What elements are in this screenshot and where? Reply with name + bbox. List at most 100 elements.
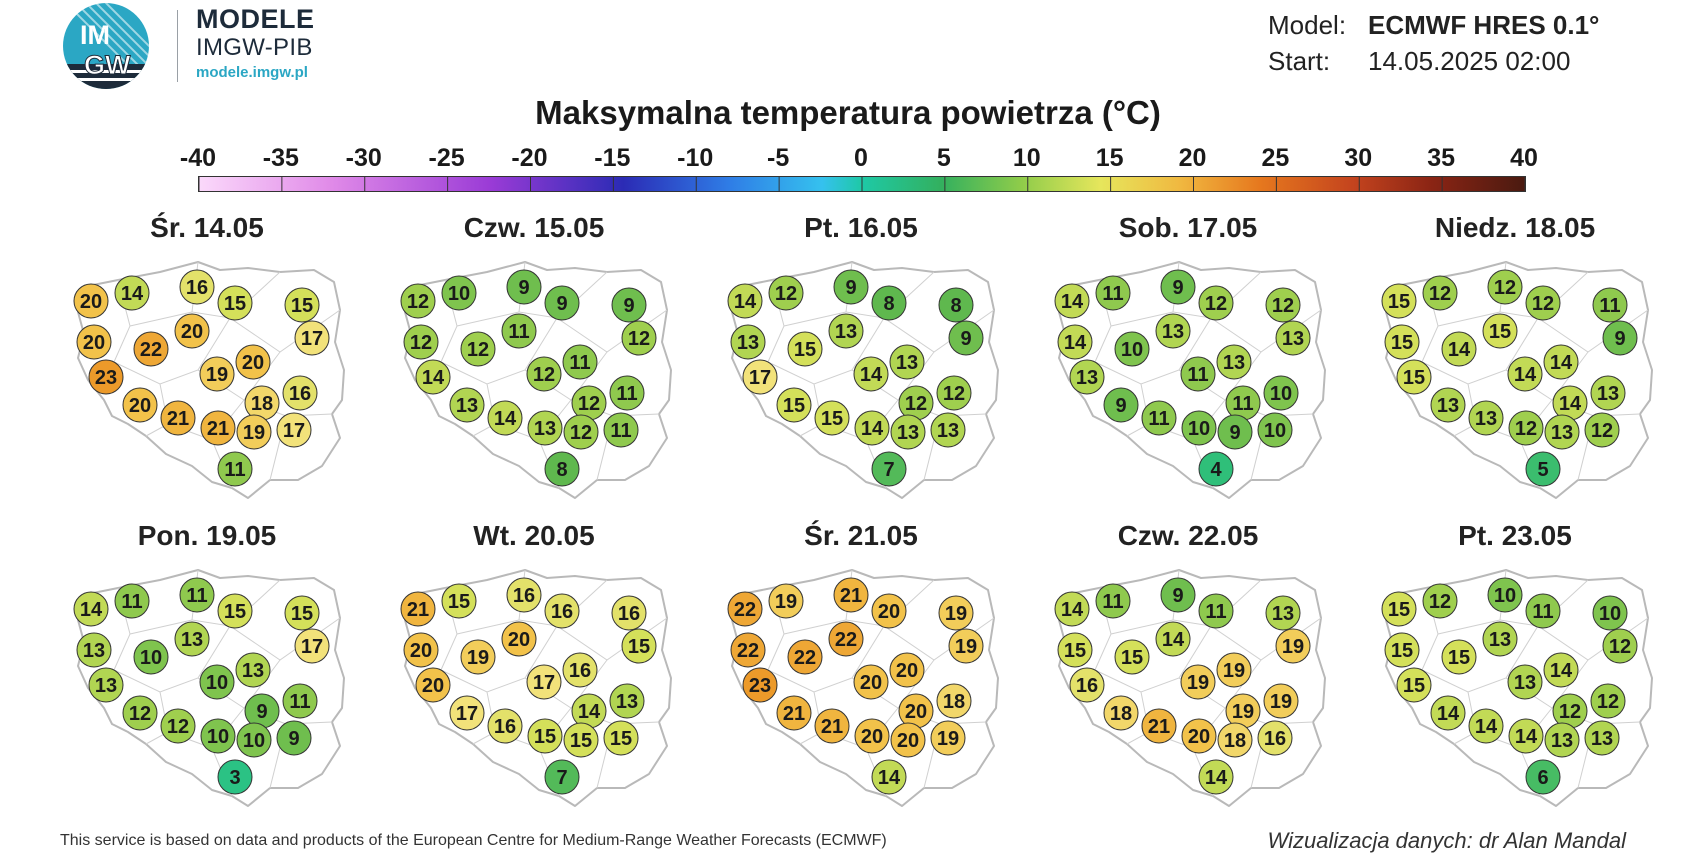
temperature-value: 20 — [129, 395, 151, 417]
temperature-circle — [889, 344, 925, 380]
station-marker: 23 — [88, 359, 124, 395]
temperature-circle — [282, 375, 318, 411]
station-marker: 12 — [400, 283, 436, 319]
temperature-circle — [544, 759, 580, 795]
temperature-value: 21 — [1148, 716, 1170, 738]
temperature-circle — [487, 708, 523, 744]
temperature-value: 15 — [291, 603, 313, 625]
temperature-value: 12 — [905, 393, 927, 415]
station-marker: 14 — [114, 275, 150, 311]
station-marker: 15 — [776, 387, 812, 423]
temperature-circle — [742, 359, 778, 395]
temperature-circle — [1216, 652, 1252, 688]
temperature-value: 11 — [121, 591, 142, 613]
temperature-value: 6 — [1537, 767, 1548, 789]
temperature-circle — [853, 664, 889, 700]
station-marker: 12 — [936, 375, 972, 411]
temperature-circle — [1430, 387, 1466, 423]
temperature-value: 12 — [775, 283, 797, 305]
temperature-value: 14 — [1437, 703, 1460, 725]
temperature-value: 9 — [1229, 422, 1240, 444]
temperature-value: 12 — [1559, 701, 1581, 723]
temperature-circle — [1508, 410, 1544, 446]
station-marker: 21 — [200, 410, 236, 446]
temperature-circle — [1584, 412, 1620, 448]
temperature-circle — [1198, 451, 1234, 487]
station-marker: 10 — [236, 722, 272, 758]
temperature-value: 13 — [1597, 383, 1619, 405]
station-marker: 19 — [199, 356, 235, 392]
temperature-value: 11 — [616, 383, 637, 405]
station-marker: 21 — [833, 577, 869, 613]
temperature-value: 15 — [1489, 321, 1511, 343]
temperature-value: 20 — [242, 352, 264, 374]
temperature-circle — [1217, 414, 1253, 450]
day-title: Sob. 17.05 — [1118, 212, 1258, 243]
station-marker: 23 — [742, 667, 778, 703]
station-marker: 14 — [853, 356, 889, 392]
temperature-value: 15 — [570, 730, 592, 752]
temperature-circle — [1544, 722, 1580, 758]
brand-subtitle: IMGW-PIB — [196, 34, 313, 61]
temperature-value: 10 — [1270, 383, 1292, 405]
temperature-value: 13 — [1162, 321, 1184, 343]
temperature-circle — [787, 331, 823, 367]
temperature-value: 14 — [1550, 660, 1573, 682]
temperature-circle — [853, 356, 889, 392]
station-marker: 15 — [1384, 632, 1420, 668]
station-marker: 14 — [1543, 344, 1579, 380]
temperature-circle — [199, 664, 235, 700]
temperature-circle — [871, 285, 907, 321]
temperature-circle — [460, 331, 496, 367]
temperature-circle — [415, 667, 451, 703]
temperature-circle — [1468, 708, 1504, 744]
temperature-circle — [828, 313, 864, 349]
temperature-circle — [1265, 595, 1301, 631]
temperature-value: 12 — [1272, 295, 1294, 317]
station-marker: 20 — [890, 722, 926, 758]
station-marker: 13 — [1590, 375, 1626, 411]
temperature-circle — [889, 652, 925, 688]
temperature-value: 15 — [1388, 599, 1410, 621]
temperature-value: 14 — [1205, 767, 1228, 789]
colorbar-label: -15 — [594, 144, 631, 172]
temperature-value: 15 — [821, 408, 843, 430]
station-marker: 12 — [122, 695, 158, 731]
colorbar-label: 40 — [1510, 144, 1538, 172]
station-marker: 20 — [854, 718, 890, 754]
station-marker: 12 — [1525, 285, 1561, 321]
colorbar-label: -40 — [179, 144, 217, 172]
station-marker: 22 — [730, 632, 766, 668]
temperature-value: 11 — [289, 691, 310, 713]
temperature-circle — [1103, 695, 1139, 731]
colorbar-label: -35 — [262, 144, 299, 172]
temperature-value: 11 — [508, 321, 529, 343]
temperature-circle — [88, 359, 124, 395]
temperature-circle — [930, 720, 966, 756]
temperature-circle — [1103, 387, 1139, 423]
day-title: Pon. 19.05 — [137, 520, 277, 551]
logo-text-bottom: GW — [84, 50, 131, 80]
temperature-circle — [217, 593, 253, 629]
temperature-value: 15 — [628, 636, 650, 658]
temperature-value: 11 — [1148, 408, 1169, 430]
colorbar-label: 0 — [854, 144, 868, 172]
temperature-value: 19 — [955, 636, 977, 658]
temperature-circle — [236, 414, 272, 450]
temperature-circle — [1069, 667, 1105, 703]
day-title: Niedz. 18.05 — [1434, 212, 1596, 243]
station-marker: 9 — [948, 320, 984, 356]
temperature-circle — [621, 320, 657, 356]
station-marker: 13 — [76, 632, 112, 668]
temperature-value: 18 — [1224, 730, 1246, 752]
station-marker: 14 — [854, 410, 890, 446]
temperature-circle — [938, 595, 974, 631]
station-marker: 12 — [1487, 269, 1523, 305]
temperature-circle — [1482, 313, 1518, 349]
station-marker: 18 — [936, 683, 972, 719]
temperature-circle — [1602, 320, 1638, 356]
brand-url[interactable]: modele.imgw.pl — [196, 64, 308, 81]
temperature-circle — [936, 683, 972, 719]
temperature-circle — [1057, 324, 1093, 360]
